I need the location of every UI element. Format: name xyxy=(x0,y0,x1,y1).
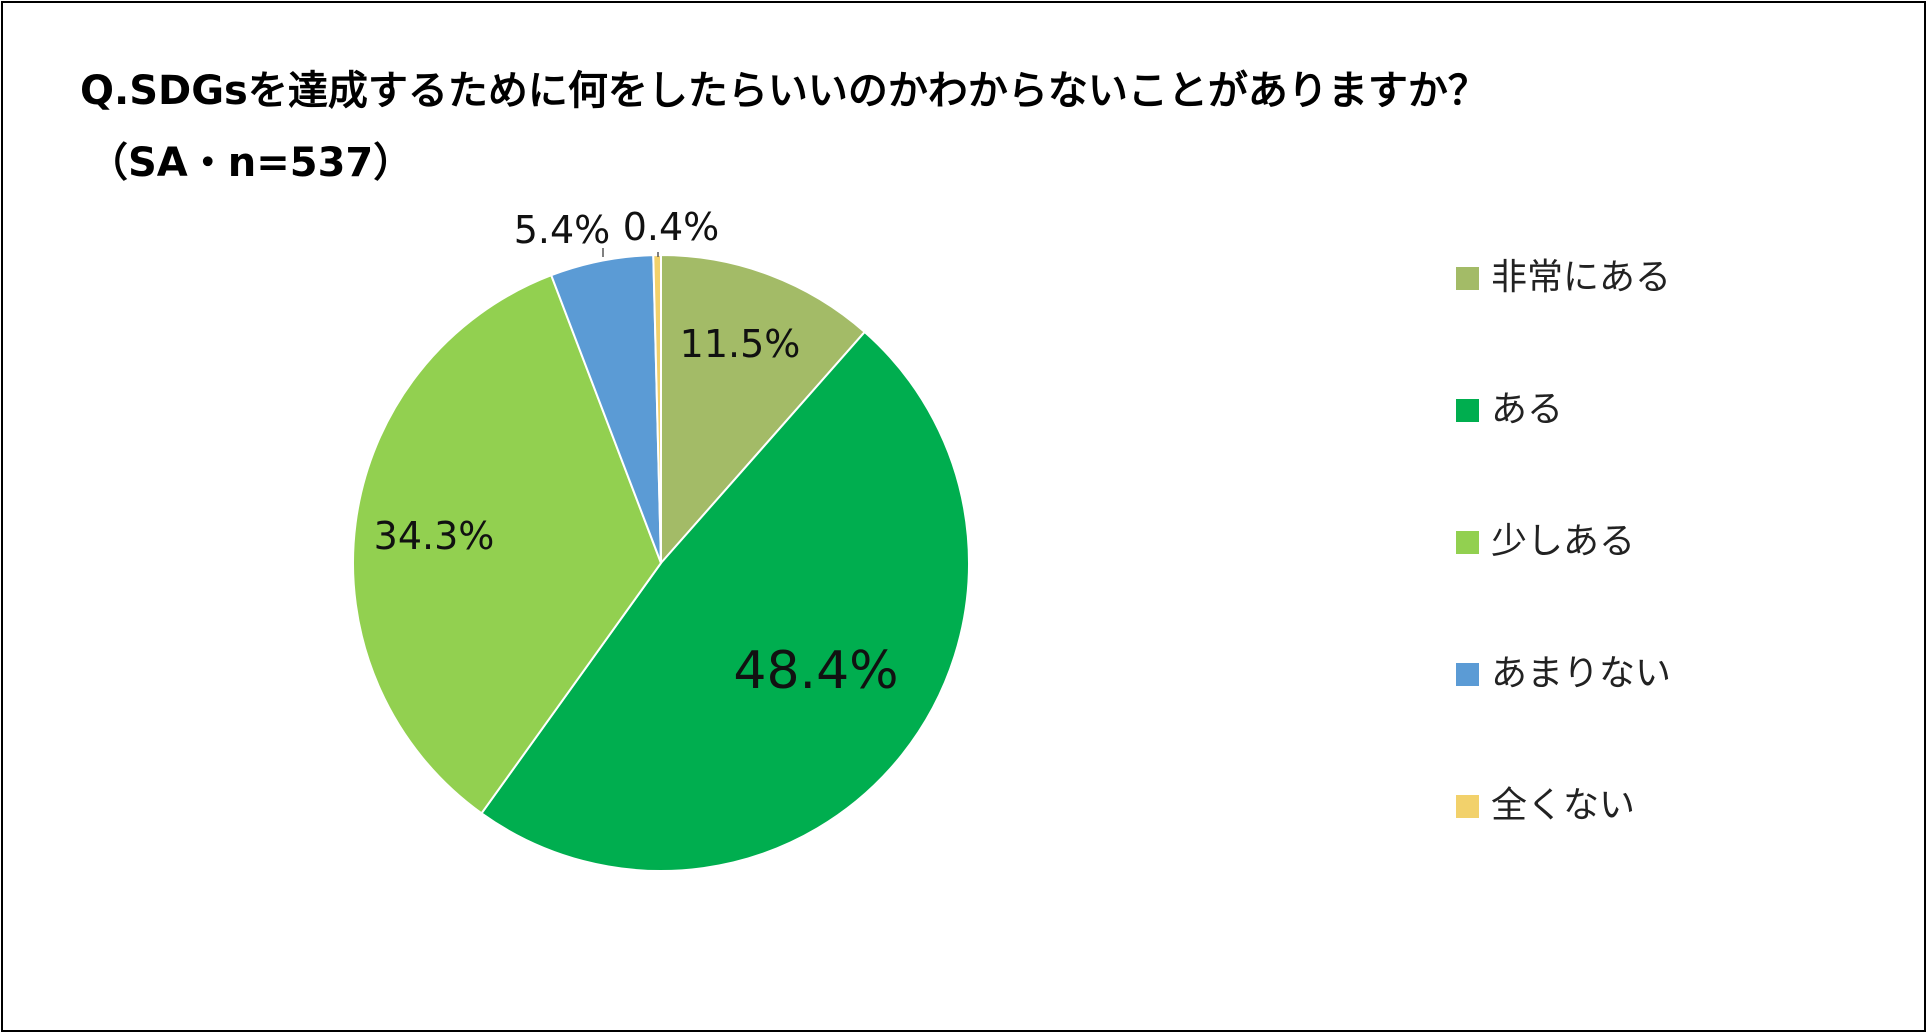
legend-label-aru: ある xyxy=(1491,389,1564,430)
legend-swatch-amari-nai xyxy=(1456,662,1479,686)
legend-item-amari-nai: あまりない xyxy=(1456,649,1671,699)
data-label-hijo-ni-aru: 11.5% xyxy=(680,322,801,366)
pie-slice-sukoshi-aru xyxy=(352,273,663,815)
legend-item-mattaku-nai: 全くない xyxy=(1456,781,1635,831)
data-label-amari-nai: 5.4% xyxy=(514,208,611,252)
pie-slice-mattaku-nai xyxy=(652,253,662,564)
data-label-sukoshi-aru: 34.3% xyxy=(374,514,495,558)
legend-item-hijo-ni-aru: 非常にある xyxy=(1456,253,1671,303)
data-label-mattaku-nai: 0.4% xyxy=(623,205,720,249)
legend-swatch-mattaku-nai xyxy=(1456,794,1479,818)
chart-title: Q.SDGsを達成するために何をしたらいいのかわからないことがありますか？ xyxy=(80,68,1488,114)
legend-swatch-hijo-ni-aru xyxy=(1456,266,1479,290)
legend-label-mattaku-nai: 全くない xyxy=(1491,785,1636,826)
legend-label-amari-nai: あまりない xyxy=(1491,653,1672,694)
pie-slice-hijo-ni-aru xyxy=(660,253,867,566)
pie-slice-aru xyxy=(480,330,970,872)
legend-item-aru: ある xyxy=(1456,385,1563,435)
legend-swatch-sukoshi-aru xyxy=(1456,530,1479,554)
legend-item-sukoshi-aru: 少しある xyxy=(1456,517,1635,567)
legend-label-hijo-ni-aru: 非常にある xyxy=(1491,257,1672,298)
chart-subtitle: （SA・n=537） xyxy=(88,140,414,186)
data-label-aru: 48.4% xyxy=(733,641,898,701)
legend-label-sukoshi-aru: 少しある xyxy=(1491,521,1636,562)
legend-swatch-aru xyxy=(1456,398,1479,422)
